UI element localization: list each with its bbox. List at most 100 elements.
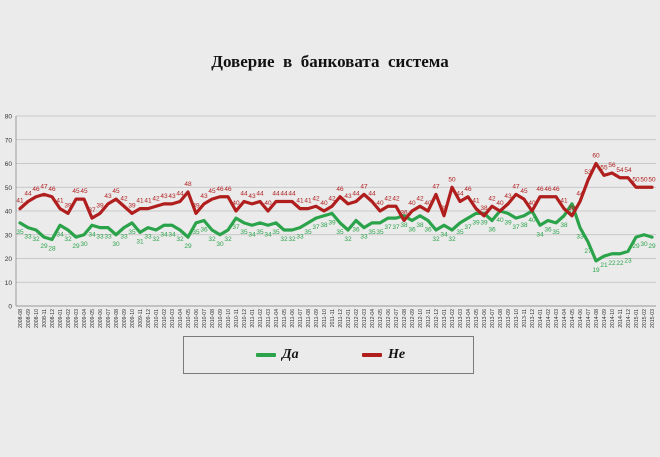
x-tick-label: 2011-03 <box>266 309 272 328</box>
data-label: 32 <box>176 236 184 243</box>
data-label: 33 <box>96 234 104 241</box>
x-tick-label: 2013-10 <box>514 309 520 328</box>
data-label: 22 <box>616 260 624 267</box>
data-point <box>235 210 237 212</box>
data-point <box>651 186 653 189</box>
data-label: 35 <box>336 229 344 236</box>
data-label: 46 <box>224 186 232 193</box>
x-tick-label: 2010-04 <box>178 309 184 328</box>
data-point <box>435 193 437 196</box>
data-point <box>315 205 317 208</box>
data-label: 23 <box>624 257 632 264</box>
data-point <box>515 193 517 196</box>
x-tick-label: 2011-05 <box>282 309 288 328</box>
data-point <box>443 224 445 227</box>
data-point <box>75 236 77 239</box>
data-label: 34 <box>88 231 96 238</box>
y-tick-label: 50 <box>5 185 13 192</box>
data-label: 40 <box>496 200 504 207</box>
x-tick-label: 2013-09 <box>506 309 512 328</box>
data-point <box>555 221 557 224</box>
data-point <box>355 200 357 203</box>
data-point <box>387 217 389 220</box>
data-label: 32 <box>224 236 232 243</box>
data-point <box>507 212 509 215</box>
data-label: 28 <box>48 246 56 253</box>
data-label: 32 <box>288 236 296 243</box>
data-label: 38 <box>480 205 488 212</box>
data-label: 38 <box>560 222 568 229</box>
x-tick-label: 2012-04 <box>370 309 376 328</box>
data-label: 41 <box>296 198 304 205</box>
data-label: 34 <box>168 231 176 238</box>
x-tick-label: 2013-01 <box>442 309 448 328</box>
data-point <box>507 202 509 205</box>
data-point <box>187 191 189 193</box>
x-tick-label: 2013-05 <box>474 309 480 328</box>
data-label: 36 <box>488 227 496 234</box>
data-label: 46 <box>336 186 344 193</box>
data-point <box>99 226 101 229</box>
data-label: 33 <box>360 234 368 241</box>
x-tick-label: 2014-06 <box>578 309 584 328</box>
data-point <box>483 214 485 217</box>
data-label: 31 <box>136 238 144 245</box>
data-point <box>259 221 261 224</box>
x-tick-label: 2012-06 <box>386 309 392 328</box>
data-label: 29 <box>632 243 640 250</box>
data-point <box>275 200 277 203</box>
data-point <box>67 229 69 231</box>
data-label: 44 <box>352 191 360 198</box>
data-point <box>451 229 453 231</box>
x-tick-label: 2012-10 <box>418 309 424 328</box>
data-point <box>163 224 165 227</box>
data-label: 33 <box>120 234 128 241</box>
data-point <box>467 195 469 198</box>
data-label: 44 <box>288 191 296 198</box>
x-tick-label: 2009-05 <box>90 309 96 328</box>
y-tick-label: 70 <box>5 137 13 144</box>
data-point <box>43 236 45 239</box>
data-point <box>83 233 85 236</box>
data-point <box>635 236 637 239</box>
x-tick-label: 2009-03 <box>74 309 80 328</box>
x-tick-label: 2014-01 <box>538 309 544 328</box>
x-tick-label: 2011-08 <box>306 309 312 328</box>
data-point <box>307 207 309 210</box>
data-label: 33 <box>296 234 304 241</box>
y-tick-label: 30 <box>5 232 13 239</box>
data-point <box>595 259 597 262</box>
data-point <box>619 252 621 255</box>
x-tick-label: 2010-06 <box>194 309 200 328</box>
data-point <box>419 214 421 217</box>
data-label: 43 <box>168 193 176 200</box>
x-tick-label: 2011-02 <box>258 309 264 328</box>
data-point <box>323 210 325 212</box>
data-point <box>187 236 189 239</box>
data-label: 44 <box>272 191 280 198</box>
data-label: 47 <box>512 183 520 190</box>
data-label: 32 <box>448 236 456 243</box>
y-tick-label: 10 <box>5 280 13 287</box>
y-tick-label: 40 <box>5 209 13 216</box>
data-label: 50 <box>648 176 656 183</box>
data-point <box>379 221 381 224</box>
data-label: 32 <box>64 236 72 243</box>
x-tick-label: 2009-09 <box>122 309 128 328</box>
x-tick-label: 2013-02 <box>450 309 456 328</box>
data-label: 47 <box>40 183 48 190</box>
x-tick-label: 2010-02 <box>162 309 168 328</box>
data-label: 21 <box>600 262 608 269</box>
data-label: 39 <box>328 219 336 226</box>
data-label: 42 <box>120 195 128 202</box>
data-label: 35 <box>456 229 464 236</box>
data-point <box>123 226 125 229</box>
data-point <box>219 233 221 236</box>
data-label: 37 <box>232 224 240 231</box>
data-label: 38 <box>568 205 576 212</box>
data-point <box>107 226 109 229</box>
data-label: 37 <box>384 224 392 231</box>
x-tick-label: 2014-11 <box>618 309 624 328</box>
x-tick-label: 2014-03 <box>554 309 560 328</box>
data-point <box>139 231 141 234</box>
